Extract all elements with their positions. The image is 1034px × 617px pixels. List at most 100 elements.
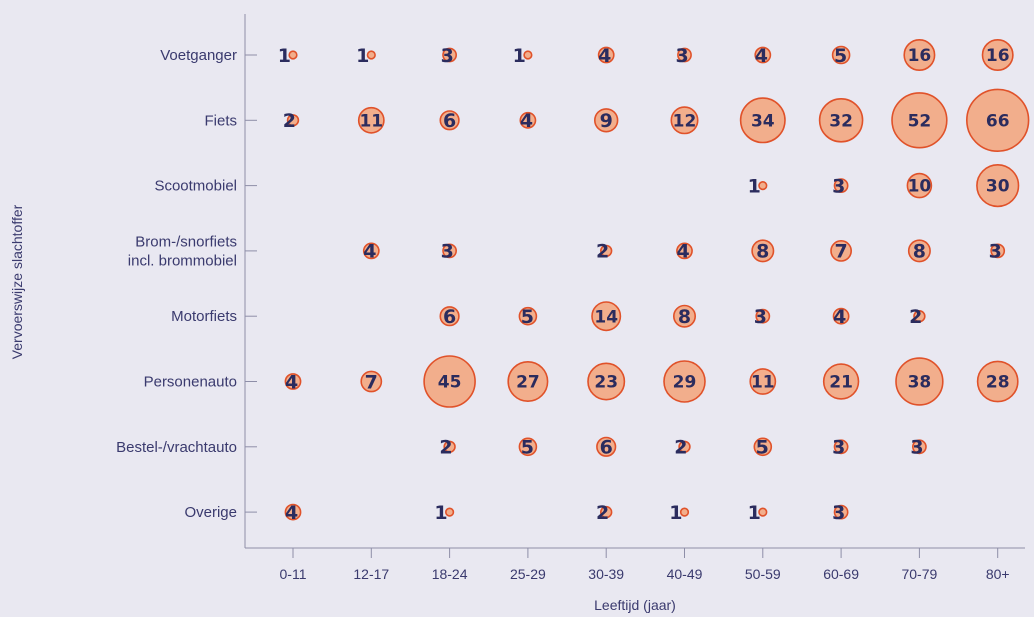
bubble-value-label: 8 <box>913 241 926 263</box>
bubble-value-label: 5 <box>756 437 769 459</box>
x-tick-label: 30-39 <box>588 566 624 582</box>
y-axis-title: Vervoerswijze slachtoffer <box>9 204 25 359</box>
bubble <box>833 439 849 455</box>
bubble-value-label: 16 <box>986 46 1010 66</box>
bubble-value-label: 2 <box>283 110 296 132</box>
bubble-value-label: 1 <box>434 502 447 524</box>
bubble <box>284 503 302 521</box>
bubble-value-label: 14 <box>594 307 618 327</box>
bubble-value-label: 21 <box>829 373 853 393</box>
bubble <box>587 362 626 401</box>
x-tick-label: 40-49 <box>667 566 703 582</box>
bubble <box>523 50 533 60</box>
bubble <box>679 507 690 517</box>
bubble <box>518 437 538 457</box>
x-tick-label: 25-29 <box>510 566 546 582</box>
bubble-value-label: 2 <box>596 241 609 263</box>
bubble-value-label: 2 <box>909 306 922 328</box>
bubble-value-label: 3 <box>675 45 688 67</box>
bubble-value-label: 6 <box>443 110 456 132</box>
bubble-value-label: 45 <box>438 373 462 393</box>
axes <box>244 14 1025 558</box>
bubble-value-label: 3 <box>832 175 845 197</box>
bubble-value-label: 38 <box>908 373 932 393</box>
bubble <box>284 373 302 390</box>
x-tick-label: 50-59 <box>745 566 781 582</box>
bubble <box>758 181 768 191</box>
bubble <box>976 360 1019 403</box>
bubble <box>833 504 849 520</box>
x-tick-label: 0-11 <box>280 566 307 582</box>
bubbles: 1 1 3 1 4 3 4 5 16 162 11 6 4 9 12 34 32 52 661 3 10 304 3 2 4 8 7… <box>278 38 1030 524</box>
bubble <box>677 47 692 63</box>
bubble-value-label: 4 <box>285 371 298 393</box>
bubble-value-label: 10 <box>908 177 932 197</box>
bubble-value-label: 7 <box>365 371 378 393</box>
bubble <box>676 242 693 260</box>
bubble <box>907 239 931 263</box>
bubble <box>442 243 457 259</box>
bubble <box>976 164 1020 208</box>
bubble <box>830 239 853 262</box>
bubble-value-label: 5 <box>521 437 534 459</box>
bubble-value-label: 3 <box>832 502 845 524</box>
x-tick-label: 60-69 <box>823 566 859 582</box>
bubble <box>445 507 455 517</box>
bubble-value-label: 1 <box>748 502 761 524</box>
bubble-value-label: 11 <box>751 373 775 393</box>
bubble <box>831 45 851 65</box>
bubble <box>599 505 613 519</box>
bubble-value-label: 1 <box>748 175 761 197</box>
bubble-value-label: 5 <box>834 45 847 67</box>
bubble <box>593 108 619 133</box>
y-tick-label: Motorfiets <box>171 308 237 325</box>
x-tick-label: 80+ <box>986 566 1010 582</box>
bubble-value-label: 12 <box>673 111 697 131</box>
bubble <box>518 306 538 326</box>
bubble <box>670 106 699 135</box>
bubble <box>751 239 775 263</box>
bubble <box>832 307 850 325</box>
bubble-value-label: 4 <box>363 241 376 263</box>
bubble <box>519 111 537 129</box>
bubble-value-label: 3 <box>832 437 845 459</box>
bubble <box>362 242 380 260</box>
y-axis-labels: Voetganger Fiets Scootmobiel Brom-/snorfiet… <box>116 47 237 521</box>
bubble <box>895 357 944 406</box>
y-tick-label: incl. brommobiel <box>128 252 237 269</box>
bubble <box>981 38 1014 71</box>
y-tick-label: Voetganger <box>160 47 237 64</box>
bubble-value-label: 6 <box>600 437 613 459</box>
y-tick-label: Personenauto <box>144 374 237 391</box>
bubble <box>754 46 772 64</box>
x-tick-label: 18-24 <box>432 566 468 582</box>
x-axis-labels: 0-11 12-17 18-24 25-29 30-39 40-49 50-59 60-69 7… <box>280 566 1010 582</box>
bubble-value-label: 4 <box>833 306 846 328</box>
bubble <box>360 370 383 393</box>
y-tick-label: Overige <box>184 504 237 521</box>
bubble <box>753 437 773 457</box>
bubble-value-label: 4 <box>520 110 533 132</box>
bubble <box>423 355 476 408</box>
bubble <box>439 110 460 131</box>
bubble-value-label: 32 <box>829 111 853 131</box>
bubble <box>507 360 549 402</box>
bubble-value-label: 28 <box>986 373 1010 393</box>
y-tick-label: Fiets <box>204 112 237 129</box>
y-tick-label: Scootmobiel <box>154 178 237 195</box>
bubble <box>591 301 622 332</box>
bubble-value-label: 3 <box>441 241 454 263</box>
bubble-value-label: 5 <box>521 306 534 328</box>
bubble-value-label: 16 <box>908 46 932 66</box>
bubble <box>965 88 1030 153</box>
bubble-value-label: 1 <box>513 45 526 67</box>
bubble-value-label: 9 <box>600 110 613 132</box>
bubble <box>599 244 613 258</box>
bubble <box>758 507 768 517</box>
bubble-value-label: 30 <box>986 177 1010 197</box>
bubble-value-label: 8 <box>756 241 769 263</box>
bubble <box>913 310 926 323</box>
bubble <box>755 308 771 324</box>
x-axis-title: Leeftijd (jaar) <box>594 597 676 613</box>
